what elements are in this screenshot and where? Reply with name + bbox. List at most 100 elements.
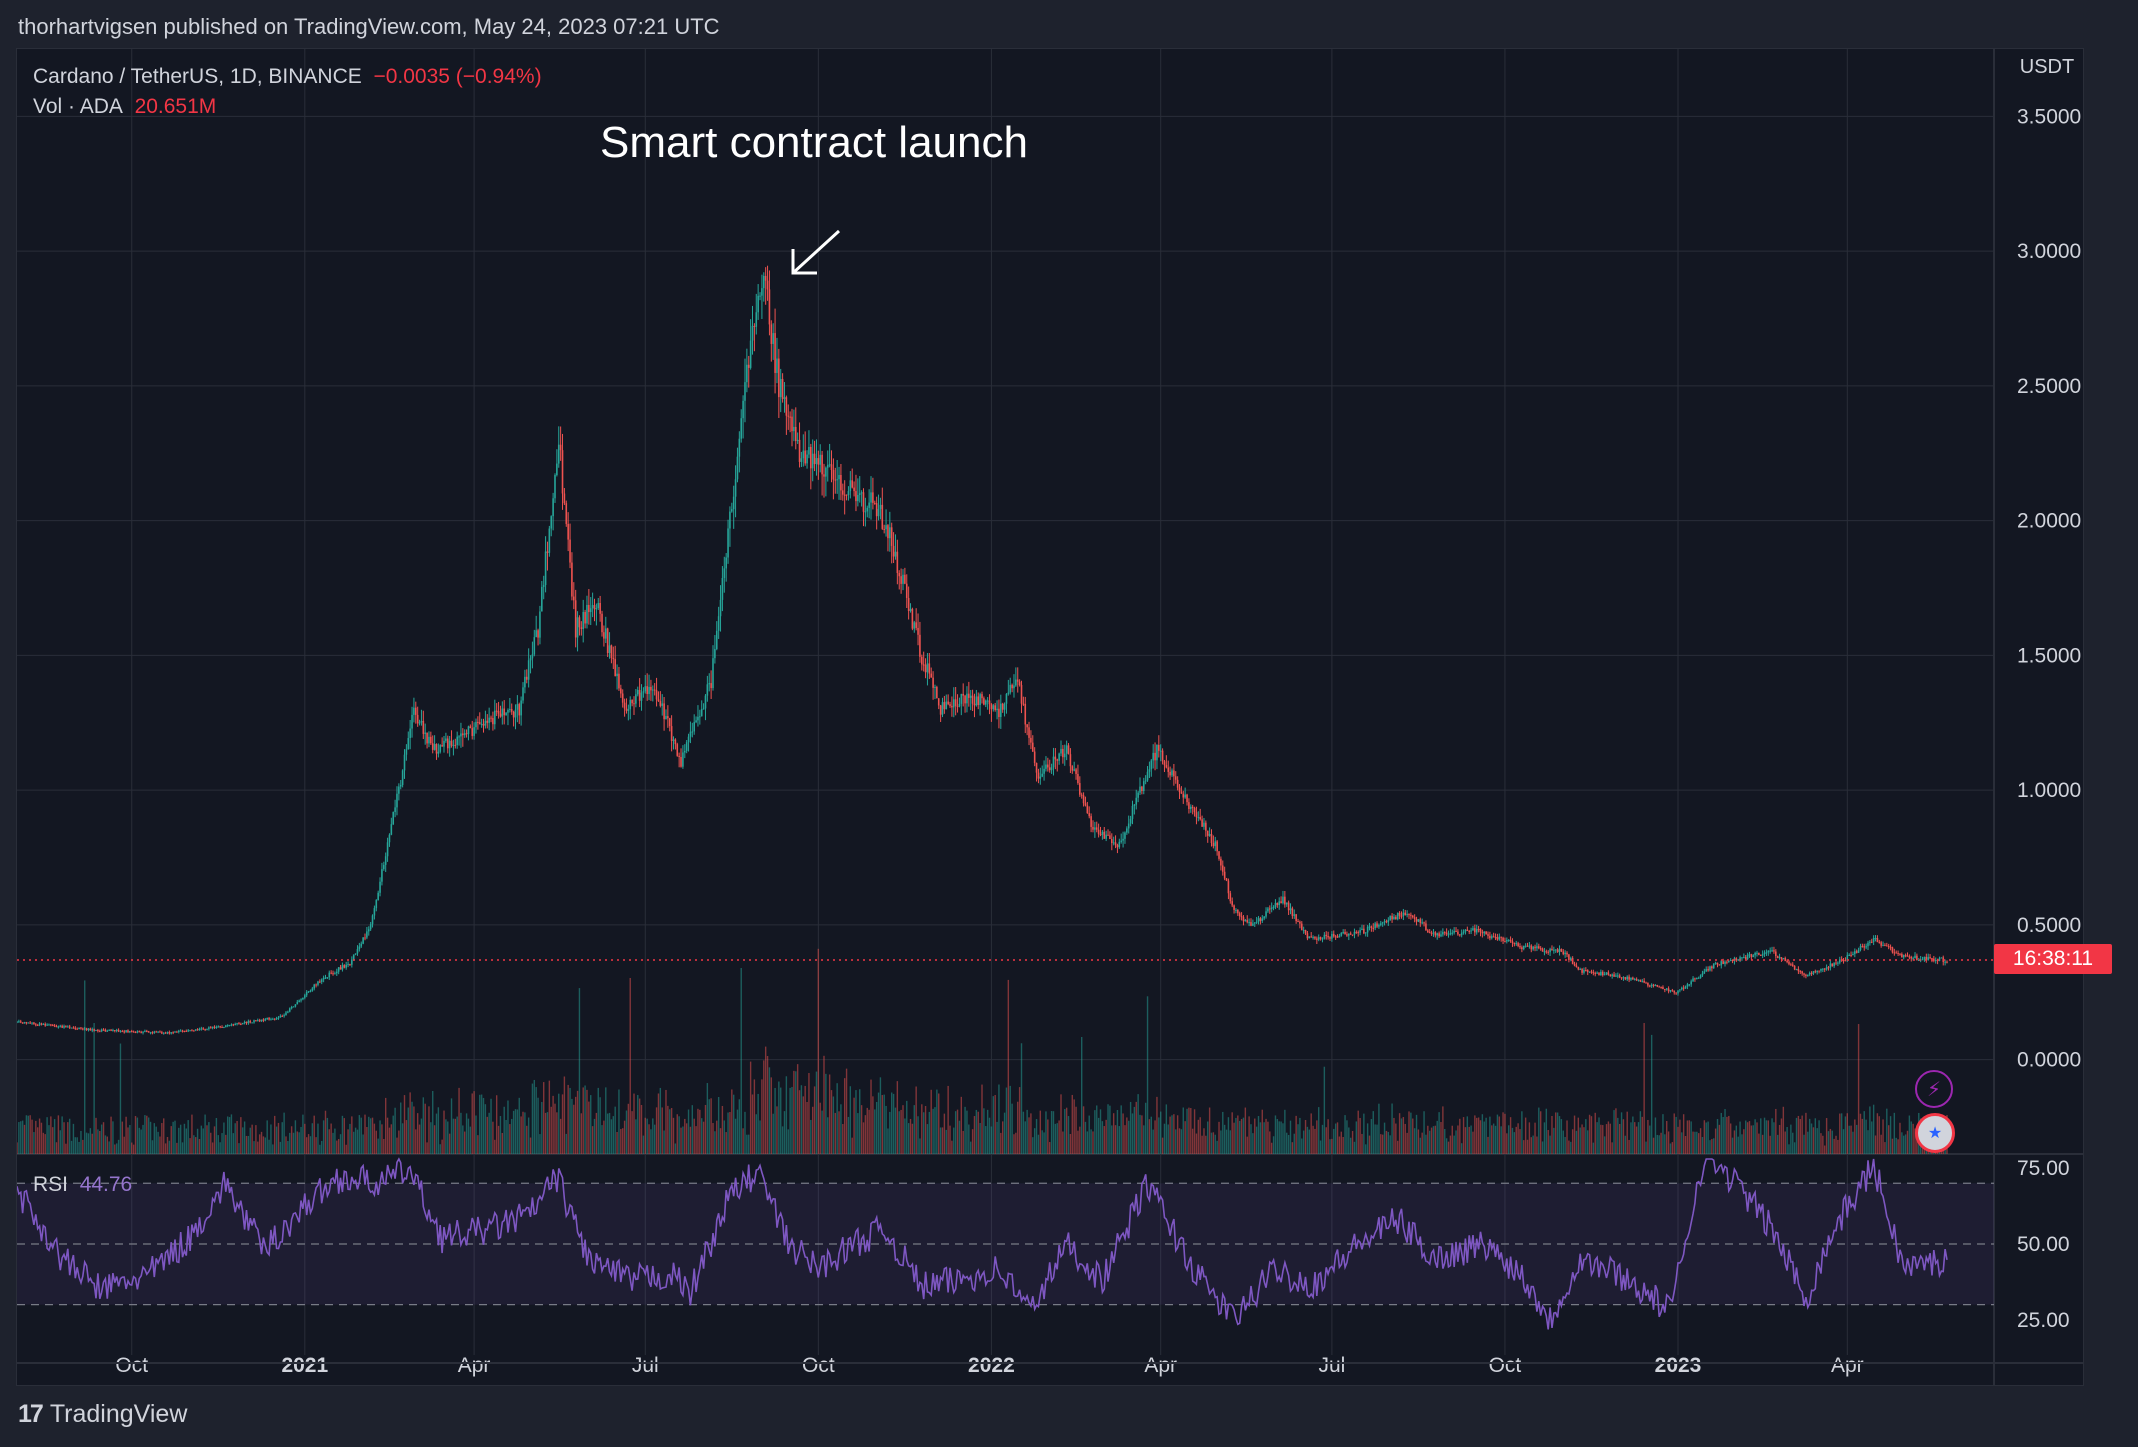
- candle-body: [1737, 959, 1739, 961]
- volume-bar: [749, 1061, 752, 1154]
- candle-body: [1364, 932, 1367, 934]
- candle-body: [986, 700, 989, 702]
- volume-bar: [708, 1099, 710, 1154]
- volume-bar: [796, 1064, 799, 1154]
- candle-body: [1617, 975, 1619, 977]
- candle-body: [939, 705, 942, 715]
- volume-bar: [588, 1101, 590, 1154]
- candle-body: [951, 705, 953, 708]
- candle-body: [1383, 921, 1386, 923]
- candle-body: [144, 1030, 146, 1032]
- volume-bar: [1592, 1142, 1595, 1154]
- annotation-text[interactable]: Smart contract launch: [600, 118, 1028, 167]
- candle-body: [1079, 783, 1081, 795]
- candle-body: [407, 738, 410, 750]
- volume-bar: [1080, 1037, 1083, 1154]
- candle-body: [1925, 956, 1928, 960]
- symbol-legend[interactable]: Cardano / TetherUS, 1D, BINANCE −0.0035 …: [33, 65, 542, 89]
- volume-bar: [1778, 1124, 1781, 1154]
- volume-bar: [1697, 1133, 1700, 1154]
- volume-bar: [396, 1137, 398, 1154]
- volume-bar: [1022, 1111, 1025, 1154]
- candle-body: [1528, 945, 1531, 947]
- volume-bar: [847, 1116, 850, 1154]
- candle-body: [687, 736, 690, 743]
- candle-body: [1921, 959, 1924, 961]
- volume-bar: [851, 1137, 853, 1154]
- volume-bar: [729, 1112, 731, 1154]
- candle-body: [819, 454, 822, 465]
- candle-body: [1656, 985, 1659, 987]
- chart-canvas[interactable]: Oct 2021 Apr Jul Oct 2022 Apr Jul Oct 2023 Apr3.50…: [17, 49, 2083, 1385]
- candle-body: [1393, 916, 1395, 920]
- candle-body: [1088, 813, 1091, 817]
- candle-body: [636, 689, 639, 695]
- candle-body: [1660, 987, 1662, 989]
- candle-body: [1466, 929, 1469, 931]
- volume-bar: [1381, 1134, 1384, 1154]
- candle-body: [969, 695, 972, 698]
- volume-legend[interactable]: Vol · ADA 20.651M: [33, 95, 216, 119]
- volume-bar: [701, 1118, 703, 1154]
- candle-body: [913, 622, 916, 629]
- candle-body: [1133, 804, 1136, 806]
- volume-bar: [1349, 1137, 1352, 1154]
- volume-bar: [763, 1060, 765, 1154]
- volume-bar: [1069, 1134, 1072, 1154]
- rsi-legend[interactable]: RSI 44.76: [33, 1173, 132, 1197]
- candle-body: [35, 1024, 37, 1026]
- candle-body: [1173, 770, 1175, 777]
- candle-body: [1891, 947, 1894, 953]
- us-flag-icon[interactable]: ★: [1915, 1113, 1955, 1153]
- volume-bar: [1910, 1121, 1912, 1154]
- candle-body: [917, 627, 919, 635]
- volume-bar: [1265, 1118, 1267, 1154]
- volume-bar: [1502, 1112, 1504, 1154]
- candle-body: [1349, 933, 1352, 935]
- volume-bar: [1624, 1135, 1627, 1154]
- volume-bar: [304, 1123, 306, 1154]
- volume-bar: [868, 1109, 870, 1154]
- candle-body: [1906, 955, 1909, 957]
- candle-body: [1026, 724, 1028, 728]
- volume-bar: [1650, 1034, 1653, 1154]
- lightning-icon[interactable]: ⚡: [1915, 1070, 1953, 1108]
- volume-bar: [1647, 1119, 1649, 1154]
- volume-bar: [1534, 1122, 1536, 1154]
- candle-body: [1944, 961, 1946, 963]
- volume-bar: [606, 1113, 609, 1154]
- tradingview-logo[interactable]: 17 TradingView: [18, 1400, 187, 1429]
- candle-body: [595, 608, 598, 610]
- candle-body: [1526, 945, 1529, 947]
- volume-bar: [119, 1043, 122, 1154]
- volume-bar: [84, 980, 86, 1154]
- volume-bar: [558, 1093, 560, 1154]
- volume-bar: [1427, 1125, 1429, 1154]
- volume-bar: [1863, 1111, 1865, 1154]
- volume-bar: [1201, 1135, 1203, 1154]
- candle-body: [373, 908, 376, 916]
- volume-bar: [546, 1112, 549, 1154]
- volume-bar: [467, 1118, 470, 1154]
- volume-bar: [1357, 1110, 1359, 1154]
- volume-bar: [104, 1135, 107, 1154]
- candle-body: [1861, 946, 1864, 948]
- candle-body: [1490, 936, 1493, 939]
- volume-bar: [672, 1117, 675, 1154]
- volume-bar: [460, 1112, 462, 1154]
- volume-bar: [1101, 1121, 1104, 1154]
- volume-bar: [962, 1130, 964, 1154]
- volume-bar: [1045, 1111, 1047, 1154]
- candle-body: [1549, 948, 1551, 953]
- chart-frame[interactable]: Oct 2021 Apr Jul Oct 2022 Apr Jul Oct 2023 Apr 3.50…: [16, 48, 2084, 1386]
- volume-bar: [1111, 1125, 1113, 1154]
- volume-bar: [1415, 1114, 1418, 1154]
- volume-bar: [1756, 1122, 1758, 1154]
- volume-bar: [1820, 1133, 1822, 1154]
- candle-body: [1430, 933, 1433, 935]
- candle-body: [1458, 934, 1461, 936]
- volume-bar: [1306, 1126, 1309, 1154]
- candle-body: [715, 630, 718, 650]
- volume-bar: [1515, 1126, 1517, 1154]
- volume-bar: [106, 1136, 108, 1154]
